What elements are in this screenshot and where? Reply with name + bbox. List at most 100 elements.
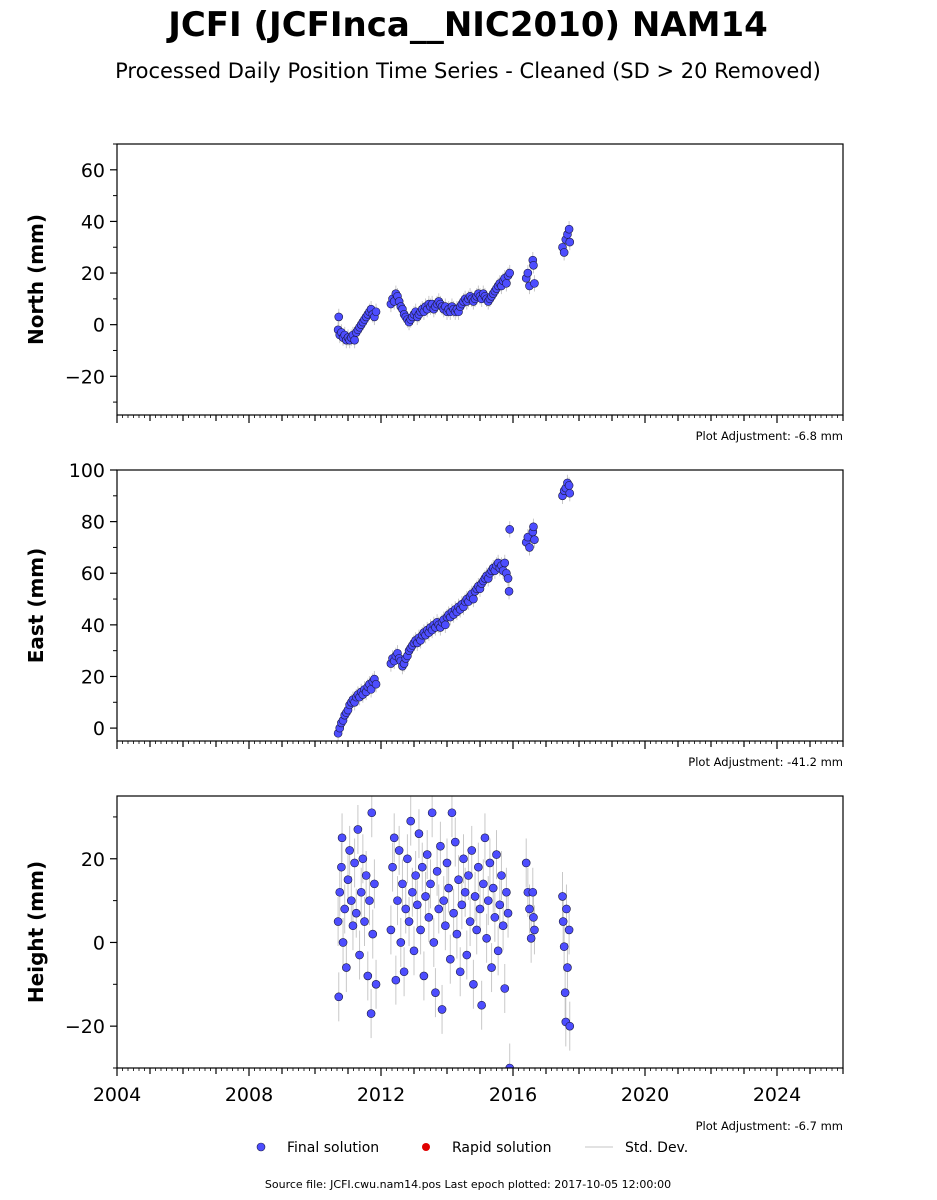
data-point (472, 925, 482, 935)
data-point (367, 808, 377, 818)
data-point (396, 938, 406, 947)
data-point (488, 883, 498, 893)
legend-rapid-marker (422, 1143, 430, 1151)
data-point (414, 829, 424, 838)
chart-subtitle: Processed Daily Position Time Series - C… (115, 59, 821, 83)
data-point (340, 904, 350, 914)
footer-source: Source file: JCFI.cwu.nam14.pos Last epo… (265, 1178, 671, 1191)
y-tick-label: 0 (93, 932, 105, 954)
data-point (388, 862, 397, 872)
y-tick-label: 40 (81, 615, 105, 637)
panels: −20 0 20 40 60 North (mm) Plot Adjustment: -6.… (24, 143, 844, 1133)
data-point (353, 825, 363, 834)
data-point (419, 971, 429, 981)
data-point (444, 883, 453, 893)
data-point (483, 896, 493, 905)
data-point (564, 481, 574, 490)
data-point (426, 879, 435, 889)
data-point (333, 917, 343, 926)
data-point (445, 954, 455, 964)
x-tick-label: 2008 (225, 1084, 273, 1106)
data-point (528, 887, 538, 897)
data-point (564, 925, 574, 935)
data-point (427, 808, 437, 818)
data-point (412, 900, 422, 910)
y-tick-label: −20 (65, 366, 105, 388)
data-point (559, 942, 569, 951)
data-point (441, 620, 450, 630)
data-point (391, 975, 401, 985)
data-point (350, 858, 359, 868)
data-point (462, 950, 472, 960)
data-point (503, 574, 513, 583)
data-point (495, 900, 505, 910)
stddev-bars (337, 796, 571, 1068)
data-point (338, 938, 348, 947)
data-point (563, 963, 572, 972)
data-point (408, 887, 417, 897)
legend-rapid-label: Rapid solution (452, 1140, 552, 1156)
plot-frame (116, 469, 844, 742)
data-point (366, 1009, 376, 1018)
data-point (529, 522, 538, 532)
data-point (526, 933, 536, 943)
legend-final-marker (256, 1142, 266, 1152)
data-point (530, 925, 539, 935)
data-point (356, 887, 366, 897)
data-point (401, 904, 411, 914)
data-point (394, 846, 404, 855)
data-point (559, 248, 569, 257)
data-point (437, 1005, 447, 1014)
data-point (565, 237, 575, 247)
plot-adjustment: Plot Adjustment: -6.8 mm (696, 429, 843, 443)
final-solution-points (333, 224, 575, 345)
y-axis-label: East (mm) (24, 548, 48, 664)
data-point (464, 871, 473, 880)
data-point (493, 946, 503, 956)
data-point (368, 929, 378, 939)
final-solution-points (333, 808, 575, 1068)
data-point (337, 862, 346, 872)
data-point (452, 929, 462, 939)
data-point (441, 921, 450, 931)
data-point (343, 875, 353, 884)
data-point (403, 854, 412, 864)
data-point (334, 312, 344, 322)
data-point (470, 892, 480, 901)
data-point (562, 904, 571, 914)
data-point (416, 925, 425, 935)
data-point (465, 917, 475, 926)
data-point (457, 900, 467, 910)
data-point (422, 850, 432, 859)
y-tick-label: 40 (81, 211, 105, 233)
plot-adjustment: Plot Adjustment: -6.7 mm (696, 1119, 843, 1133)
data-point (450, 837, 460, 847)
data-point (358, 854, 368, 864)
data-point (469, 980, 478, 989)
data-point (525, 543, 534, 552)
data-point (505, 268, 515, 278)
data-point (521, 858, 531, 868)
y-tick-label: 20 (81, 263, 105, 285)
data-point (355, 950, 364, 960)
data-point (389, 833, 399, 843)
y-tick-label: 60 (81, 160, 105, 182)
data-point (474, 862, 483, 872)
data-point (431, 988, 440, 997)
data-point (346, 896, 356, 905)
data-point (502, 887, 511, 897)
legend-stddev-label: Std. Dev. (625, 1140, 688, 1156)
chart-title: JCFI (JCFInca__NIC2010) NAM14 (166, 5, 768, 45)
data-point (529, 913, 538, 922)
data-point (434, 904, 444, 914)
panel-north: −20 0 20 40 60 North (mm) Plot Adjustment: -6.… (24, 143, 844, 443)
data-point (371, 980, 381, 989)
data-point (417, 862, 427, 872)
data-point (442, 858, 452, 868)
data-point (564, 224, 574, 234)
data-point (459, 854, 468, 864)
data-point (386, 925, 396, 935)
x-tick-label: 2016 (489, 1084, 537, 1106)
data-point (485, 858, 495, 868)
y-tick-label: 60 (81, 563, 105, 585)
